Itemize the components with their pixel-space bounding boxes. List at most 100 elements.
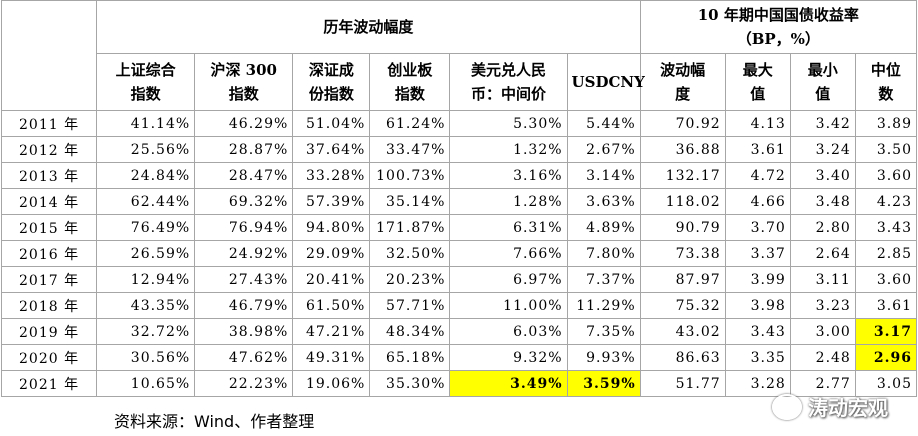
- table-body: 历年波动幅度 10 年期中国国债收益率 （BP，%） 上证综合 指数 沪深 300 指…: [0, 0, 918, 397]
- value-cell: 32.72%: [96, 318, 196, 345]
- value-cell: 32.50%: [369, 240, 451, 267]
- year-cell: 2019 年: [0, 318, 98, 345]
- year-cell: 2013 年: [0, 162, 98, 189]
- data-row: 2014 年 62.44% 69.32% 57.39% 35.14% 1.28% 3.63%…: [0, 188, 918, 215]
- year-cell: 2011 年: [0, 110, 98, 137]
- value-cell: 3.50: [854, 136, 918, 163]
- value-cell: 46.79%: [194, 292, 294, 319]
- watermark: 涛动宏观: [772, 392, 888, 421]
- value-cell: 46.29%: [194, 110, 294, 137]
- value-cell: 36.88: [639, 136, 726, 163]
- value-cell: 11.00%: [449, 292, 568, 319]
- value-cell: 3.60: [854, 266, 918, 293]
- value-cell: 3.98: [724, 292, 791, 319]
- data-row: 2013 年 24.84% 28.47% 33.28% 100.73% 3.16% 3.14…: [0, 162, 918, 189]
- value-cell: 33.47%: [369, 136, 451, 163]
- column-header: USDCNY: [566, 53, 645, 111]
- value-cell: 35.14%: [369, 188, 451, 215]
- value-cell: 25.56%: [96, 136, 196, 163]
- data-row: 2015 年 76.49% 76.94% 94.80% 171.87% 6.31% 4.89…: [0, 214, 918, 241]
- value-cell: 75.32: [639, 292, 726, 319]
- value-cell: 3.28: [724, 370, 791, 397]
- group-header-row: 历年波动幅度 10 年期中国国债收益率 （BP，%）: [0, 0, 918, 111]
- year-cell: 2018 年: [0, 292, 98, 319]
- value-cell: 4.23: [854, 188, 918, 215]
- value-cell: 22.23%: [194, 370, 294, 397]
- year-cell: 2020 年: [0, 344, 98, 371]
- value-cell: 171.87%: [369, 214, 451, 241]
- value-cell: 3.35: [724, 344, 791, 371]
- value-cell: 20.41%: [292, 266, 371, 293]
- value-cell: 3.11: [789, 266, 856, 293]
- value-cell: 3.63%: [566, 188, 641, 215]
- value-cell: 10.65%: [96, 370, 196, 397]
- value-cell: 5.44%: [566, 110, 641, 137]
- value-cell: 3.43: [854, 214, 918, 241]
- value-cell: 3.49%: [449, 370, 568, 397]
- data-row: 2011 年 41.14% 46.29% 51.04% 61.24% 5.30% 5.44%…: [0, 110, 918, 137]
- value-cell: 35.30%: [369, 370, 451, 397]
- value-cell: 86.63: [639, 344, 726, 371]
- value-cell: 2.64: [789, 240, 856, 267]
- value-cell: 3.14%: [566, 162, 641, 189]
- value-cell: 3.43: [724, 318, 791, 345]
- value-cell: 69.32%: [194, 188, 294, 215]
- value-cell: 3.00: [789, 318, 856, 345]
- column-header: 创业板 指数: [369, 53, 451, 111]
- value-cell: 3.59%: [566, 370, 641, 397]
- column-header: 中位 数: [854, 53, 918, 111]
- value-cell: 49.31%: [292, 344, 371, 371]
- value-cell: 62.44%: [96, 188, 196, 215]
- value-cell: 3.61: [854, 292, 918, 319]
- value-cell: 5.30%: [449, 110, 568, 137]
- volatility-table: 历年波动幅度 10 年期中国国债收益率 （BP，%） 上证综合 指数 沪深 300 指…: [0, 0, 918, 397]
- value-cell: 1.32%: [449, 136, 568, 163]
- watermark-text: 涛动宏观: [808, 396, 888, 420]
- value-cell: 30.56%: [96, 344, 196, 371]
- value-cell: 61.50%: [292, 292, 371, 319]
- data-row: 2016 年 26.59% 24.92% 29.09% 32.50% 7.66% 7.80%…: [0, 240, 918, 267]
- value-cell: 43.02: [639, 318, 726, 345]
- value-cell: 100.73%: [369, 162, 451, 189]
- value-cell: 57.39%: [292, 188, 371, 215]
- data-row: 2017 年 12.94% 27.43% 20.41% 20.23% 6.97% 7.37%…: [0, 266, 918, 293]
- data-row: 2019 年 32.72% 38.98% 47.21% 48.34% 6.03% 7.35%…: [0, 318, 918, 345]
- year-cell: 2012 年: [0, 136, 98, 163]
- value-cell: 29.09%: [292, 240, 371, 267]
- value-cell: 24.84%: [96, 162, 196, 189]
- value-cell: 24.92%: [194, 240, 294, 267]
- group-header: 10 年期中国国债收益率 （BP，%）: [639, 0, 918, 54]
- value-cell: 4.13: [724, 110, 791, 137]
- column-header: 深证成 份指数: [292, 53, 371, 111]
- value-cell: 90.79: [639, 214, 726, 241]
- value-cell: 7.35%: [566, 318, 641, 345]
- corner-cell: [0, 0, 98, 111]
- source-note: 资料来源：Wind、作者整理: [114, 412, 315, 431]
- value-cell: 26.59%: [96, 240, 196, 267]
- value-cell: 27.43%: [194, 266, 294, 293]
- value-cell: 20.23%: [369, 266, 451, 293]
- value-cell: 3.37: [724, 240, 791, 267]
- year-cell: 2014 年: [0, 188, 98, 215]
- data-row: 2012 年 25.56% 28.87% 37.64% 33.47% 1.32% 2.67%…: [0, 136, 918, 163]
- value-cell: 3.89: [854, 110, 918, 137]
- value-cell: 28.87%: [194, 136, 294, 163]
- value-cell: 118.02: [639, 188, 726, 215]
- value-cell: 9.32%: [449, 344, 568, 371]
- value-cell: 11.29%: [566, 292, 641, 319]
- value-cell: 70.92: [639, 110, 726, 137]
- value-cell: 3.99: [724, 266, 791, 293]
- year-cell: 2016 年: [0, 240, 98, 267]
- value-cell: 7.80%: [566, 240, 641, 267]
- value-cell: 19.06%: [292, 370, 371, 397]
- column-header: 最大 值: [724, 53, 791, 111]
- value-cell: 2.67%: [566, 136, 641, 163]
- value-cell: 47.21%: [292, 318, 371, 345]
- value-cell: 33.28%: [292, 162, 371, 189]
- value-cell: 41.14%: [96, 110, 196, 137]
- column-header-row: 上证综合 指数 沪深 300 指数 深证成 份指数 创业板 指数 美元兑人民 币：中间价…: [2, 53, 918, 111]
- value-cell: 87.97: [639, 266, 726, 293]
- column-header: 上证综合 指数: [96, 53, 196, 111]
- value-cell: 3.60: [854, 162, 918, 189]
- value-cell: 7.66%: [449, 240, 568, 267]
